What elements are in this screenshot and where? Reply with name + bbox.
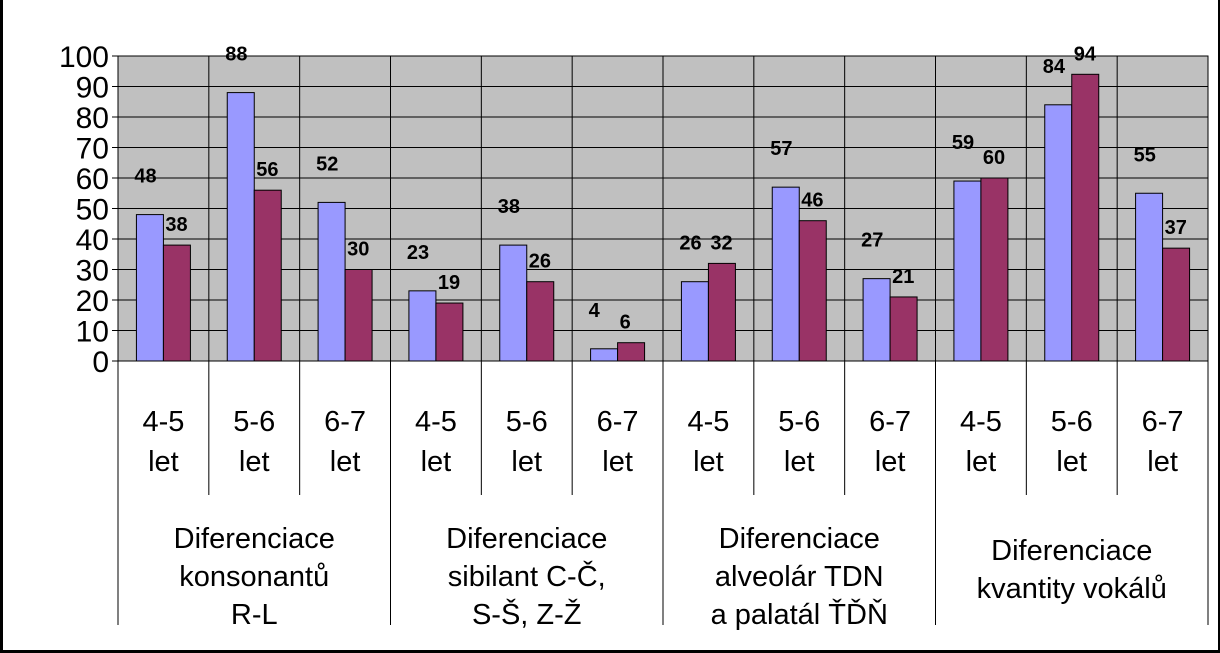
- category-label: 4-5: [687, 406, 729, 438]
- group-label: kvantity vokálů: [977, 573, 1167, 605]
- group-label: konsonantů: [179, 561, 329, 593]
- bar: [953, 180, 982, 362]
- data-label: 19: [438, 272, 460, 294]
- bar: [408, 290, 437, 362]
- y-tick-label: 10: [76, 316, 109, 349]
- category-label: let: [511, 446, 542, 478]
- group-label: sibilant C-Č,: [448, 559, 606, 593]
- data-label: 4: [589, 300, 601, 322]
- bar: [1162, 247, 1191, 362]
- data-label: 26: [529, 251, 551, 273]
- data-label: 38: [165, 214, 187, 236]
- category-label: 5-6: [506, 406, 548, 438]
- bar: [862, 278, 891, 362]
- category-label: 5-6: [778, 406, 820, 438]
- group-label: Diferenciace: [719, 523, 880, 555]
- category-label: let: [784, 446, 815, 478]
- y-tick-label: 30: [76, 255, 109, 288]
- bar: [590, 348, 619, 362]
- bar: [1044, 104, 1073, 362]
- data-label: 88: [225, 44, 247, 66]
- category-label: 6-7: [869, 406, 911, 438]
- y-tick-label: 20: [76, 285, 109, 318]
- group-label: R-L: [231, 599, 278, 631]
- data-label: 38: [498, 196, 520, 218]
- bar: [680, 281, 709, 362]
- bar: [226, 92, 255, 362]
- bar: [1135, 192, 1164, 362]
- y-tick-label: 70: [76, 133, 109, 166]
- category-label: 6-7: [324, 406, 366, 438]
- data-label: 56: [256, 159, 278, 181]
- category-label: let: [1056, 446, 1087, 478]
- data-label: 46: [801, 190, 823, 212]
- group-label: alveolár TDN: [715, 561, 884, 593]
- bar: [771, 186, 800, 362]
- data-label: 26: [679, 233, 701, 255]
- data-label: 55: [1134, 144, 1156, 166]
- y-tick-label: 40: [76, 224, 109, 257]
- bar: [344, 269, 373, 362]
- y-tick-label: 80: [76, 102, 109, 135]
- bar: [435, 302, 464, 362]
- y-tick-label: 50: [76, 194, 109, 227]
- bar: [317, 201, 346, 362]
- data-label: 37: [1165, 217, 1187, 239]
- category-label: let: [875, 446, 906, 478]
- bar: [707, 262, 736, 362]
- y-tick-label: 60: [76, 163, 109, 196]
- category-label: 4-5: [415, 406, 457, 438]
- data-label: 23: [407, 242, 429, 264]
- bar: [617, 342, 646, 362]
- group-label: a palatál ŤĎŇ: [711, 598, 888, 631]
- data-label: 21: [892, 266, 914, 288]
- category-label: let: [421, 446, 452, 478]
- bar: [1071, 73, 1100, 362]
- data-label: 48: [134, 166, 156, 188]
- bar: [499, 244, 528, 362]
- category-label: 4-5: [142, 406, 184, 438]
- data-label: 94: [1074, 43, 1097, 65]
- category-label: 6-7: [1142, 406, 1184, 438]
- bar: [253, 189, 282, 362]
- y-tick-label: 100: [59, 41, 109, 74]
- category-label: let: [239, 446, 270, 478]
- data-label: 30: [347, 239, 369, 261]
- data-label: 57: [770, 138, 792, 160]
- data-label: 59: [952, 132, 974, 154]
- category-label: let: [693, 446, 724, 478]
- y-tick-label: 0: [92, 346, 109, 379]
- data-label: 32: [710, 232, 732, 254]
- bar: [162, 244, 191, 362]
- bar: [526, 281, 555, 362]
- category-label: 4-5: [960, 406, 1002, 438]
- category-label: let: [148, 446, 179, 478]
- group-label: Diferenciace: [446, 523, 607, 555]
- bar: [889, 296, 918, 362]
- category-label: let: [330, 446, 361, 478]
- category-label: let: [966, 446, 997, 478]
- category-label: 5-6: [233, 406, 275, 438]
- data-label: 6: [620, 312, 631, 334]
- bar: [135, 214, 164, 362]
- category-label: 6-7: [597, 406, 639, 438]
- data-label: 84: [1043, 56, 1066, 78]
- category-label: 5-6: [1051, 406, 1093, 438]
- category-label: let: [1147, 446, 1178, 478]
- bar: [798, 220, 827, 362]
- group-label: Diferenciace: [991, 535, 1152, 567]
- data-label: 60: [983, 147, 1005, 169]
- category-label: let: [602, 446, 633, 478]
- y-tick-label: 90: [76, 72, 109, 105]
- data-label: 27: [861, 230, 883, 252]
- data-label: 52: [316, 153, 338, 175]
- group-label: S-Š, Z-Ž: [472, 597, 582, 631]
- group-label: Diferenciace: [174, 523, 335, 555]
- bar: [980, 177, 1009, 362]
